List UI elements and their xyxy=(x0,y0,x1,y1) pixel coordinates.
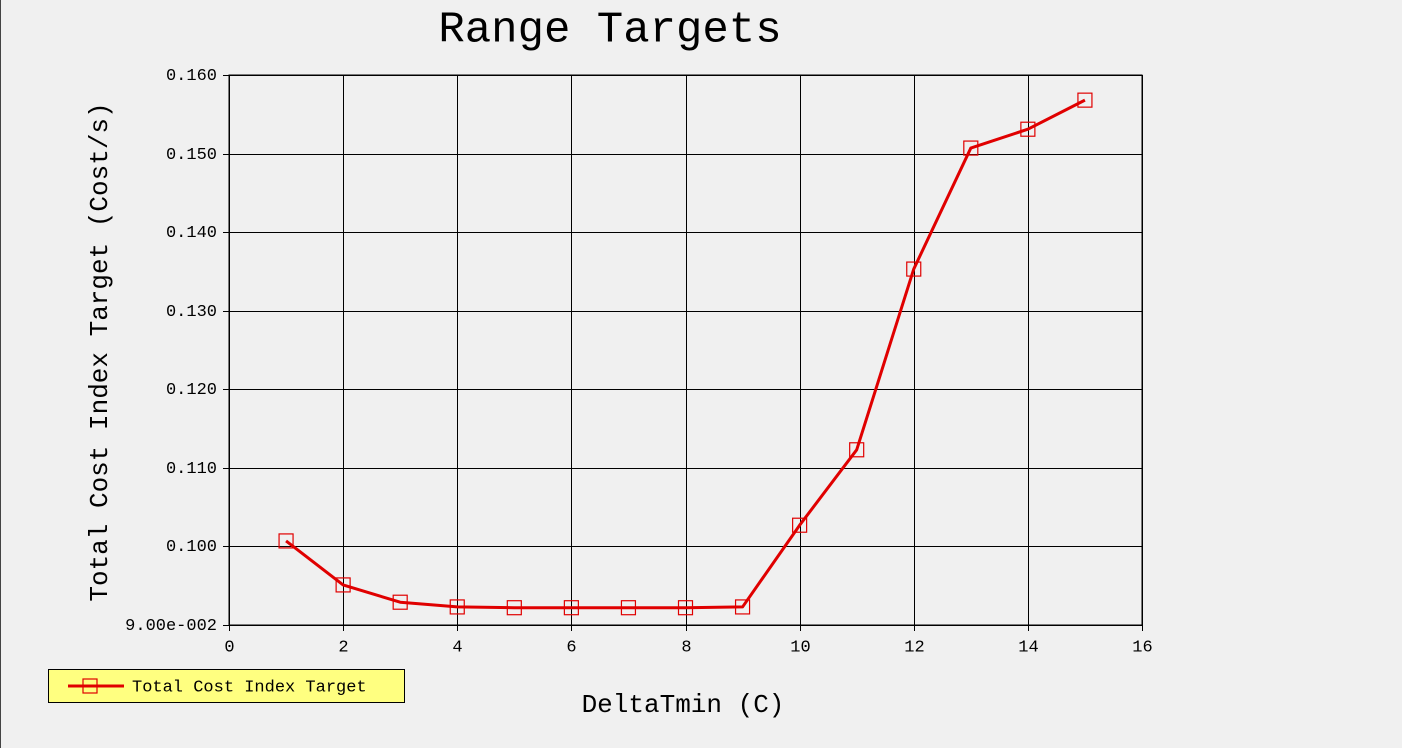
x-tick-label: 8 xyxy=(681,638,691,657)
y-tick-label: 0.150 xyxy=(166,146,217,165)
data-marker xyxy=(506,600,522,616)
y-axis-label: Total Cost Index Target (Cost/s) xyxy=(85,102,115,601)
data-marker xyxy=(392,594,408,610)
data-marker xyxy=(963,140,979,156)
y-tick-label: 0.130 xyxy=(166,303,217,322)
data-marker xyxy=(906,261,922,277)
data-marker xyxy=(278,533,294,549)
data-marker xyxy=(563,600,579,616)
data-marker xyxy=(449,599,465,615)
legend-marker xyxy=(82,678,98,694)
x-axis-label: DeltaTmin (C) xyxy=(582,690,785,720)
data-marker xyxy=(335,577,351,593)
y-tick-label: 0.120 xyxy=(166,381,217,400)
data-line xyxy=(285,98,1086,610)
y-tick-label: 0.140 xyxy=(166,224,217,243)
plot-area xyxy=(228,74,1143,626)
data-marker xyxy=(620,600,637,616)
y-tick-label: 0.160 xyxy=(166,67,217,86)
y-tick-label: 0.100 xyxy=(166,538,217,557)
data-marker xyxy=(849,442,865,458)
data-marker xyxy=(792,517,808,533)
x-tick-label: 12 xyxy=(904,638,924,657)
x-tick-label: 16 xyxy=(1132,638,1152,657)
legend-box xyxy=(48,669,405,703)
data-marker xyxy=(1077,92,1093,108)
x-tick-label: 2 xyxy=(338,638,348,657)
x-tick-label: 6 xyxy=(566,638,576,657)
data-marker xyxy=(1020,121,1036,137)
data-marker xyxy=(734,599,751,615)
x-tick-label: 0 xyxy=(224,638,234,657)
legend-label: Total Cost Index Target xyxy=(132,678,367,697)
x-tick-label: 14 xyxy=(1018,638,1038,657)
y-tick-label: 0.110 xyxy=(166,460,217,479)
x-tick-label: 10 xyxy=(790,638,810,657)
data-marker xyxy=(677,600,694,616)
y-tick-label: 9.00e-002 xyxy=(125,617,217,636)
x-tick-label: 4 xyxy=(452,638,462,657)
chart-title: Range Targets xyxy=(438,6,781,56)
